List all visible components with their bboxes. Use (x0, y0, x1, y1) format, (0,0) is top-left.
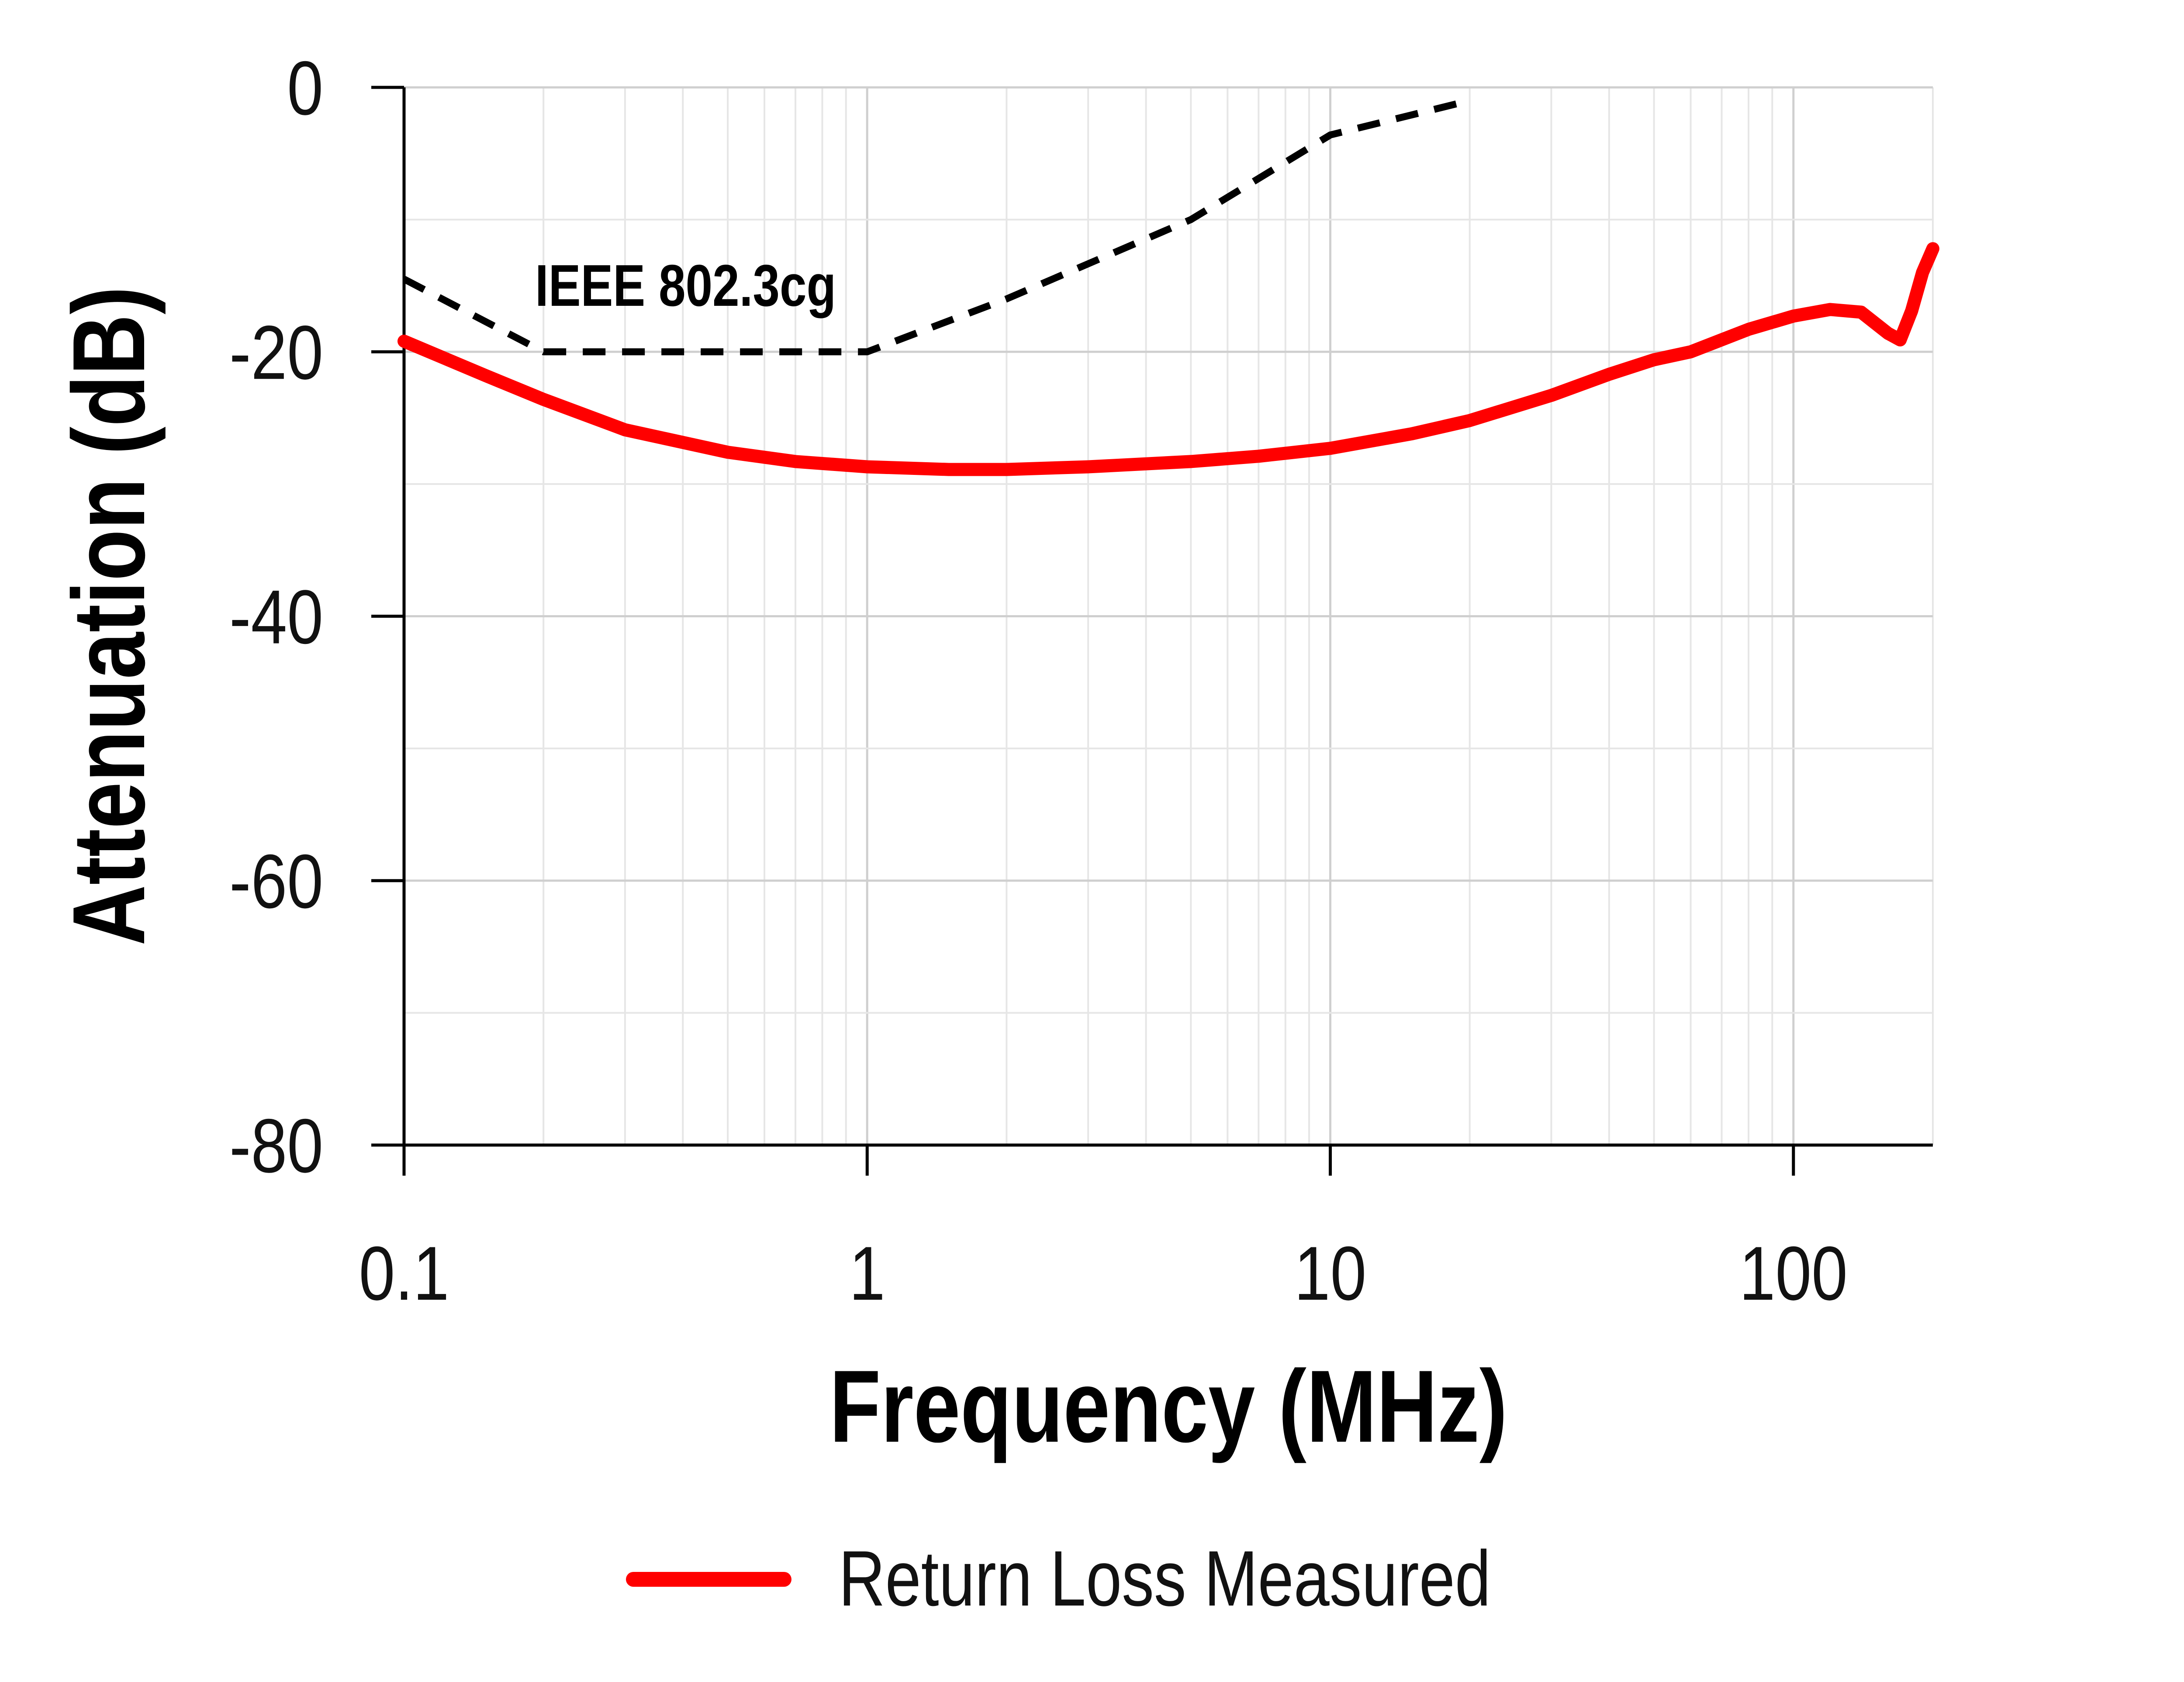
y-tick-label: -20 (229, 310, 323, 395)
y-axis-title: Attenuation (dB) (51, 286, 166, 945)
legend-label-return-loss: Return Loss Measured (839, 1534, 1491, 1622)
axis-ticks: 0 -20 -40 -60 -80 0.1 1 10 100 (229, 46, 1848, 1316)
x-tick-label: 100 (1739, 1231, 1848, 1316)
annotation-ieee-label: IEEE 802.3cg (535, 253, 836, 319)
y-tick-label: -60 (229, 839, 323, 924)
x-axis-title: Frequency (MHz) (829, 1349, 1507, 1464)
grid-lines (403, 86, 1934, 1146)
legend: Return Loss Measured (626, 1534, 1491, 1622)
y-tick-label: -80 (229, 1104, 323, 1189)
x-tick-label: 10 (1294, 1231, 1366, 1316)
series-layer (397, 97, 1939, 476)
x-tick-label: 1 (849, 1231, 885, 1316)
y-tick-label: 0 (287, 46, 323, 131)
x-tick-label: 0.1 (359, 1231, 449, 1316)
y-tick-label: -40 (229, 575, 323, 660)
series-line-ieee-limit (402, 97, 1471, 356)
series-line-return-loss (397, 242, 1939, 476)
